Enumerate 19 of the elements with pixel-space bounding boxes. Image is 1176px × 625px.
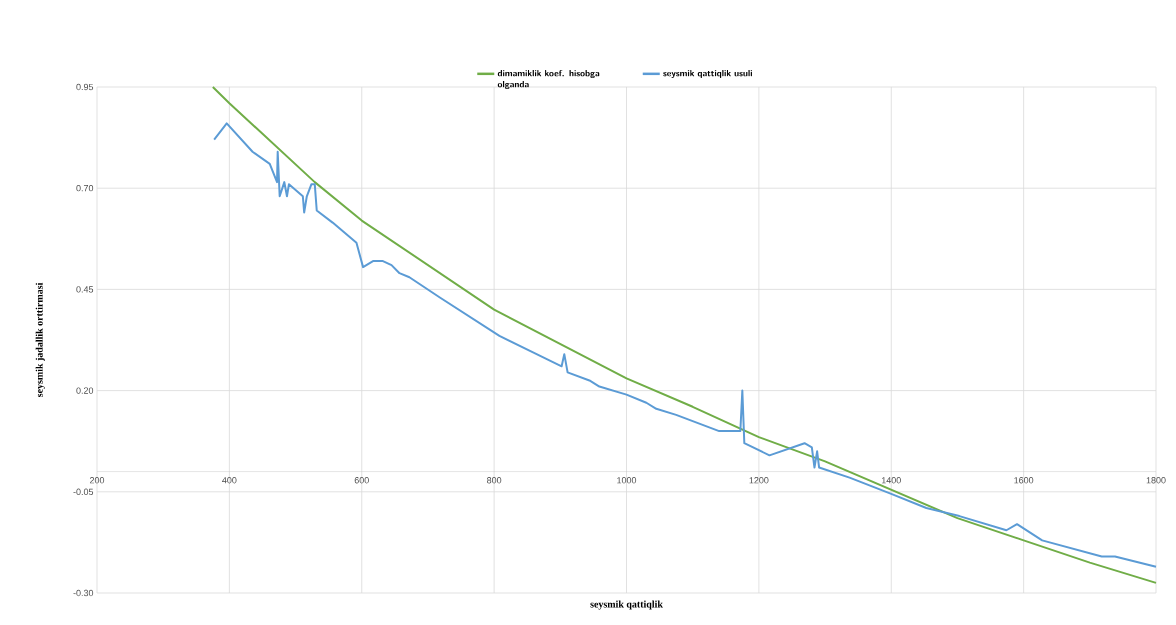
legend-label: seysmik qattiqlik usuli [663,69,753,79]
y-tick-label: -0.30 [73,589,94,597]
x-tick-label: 1200 [749,477,769,484]
x-tick-label: 1800 [1146,477,1166,484]
y-tick-label: -0.05 [73,488,94,495]
x-tick-label: 1000 [617,477,637,484]
x-tick-label: 400 [222,477,237,484]
x-tick-label: 800 [487,477,502,484]
y-tick-label: 0.20 [76,387,94,394]
x-tick-label: 1400 [881,477,901,484]
y-axis-title: seysmik jadallik orttirmasi [35,282,45,397]
y-tick-label: 0.70 [76,185,94,192]
x-tick-label: 1600 [1014,477,1034,484]
x-axis-title: seysmik qattiqlik [590,600,663,610]
x-tick-label: 200 [89,477,105,484]
x-tick-label: 600 [354,477,369,484]
y-tick-label: 0.95 [76,83,94,91]
legend-label: dimamiklik koef. hisobga olganda [497,69,600,90]
y-tick-label: 0.45 [76,286,94,293]
